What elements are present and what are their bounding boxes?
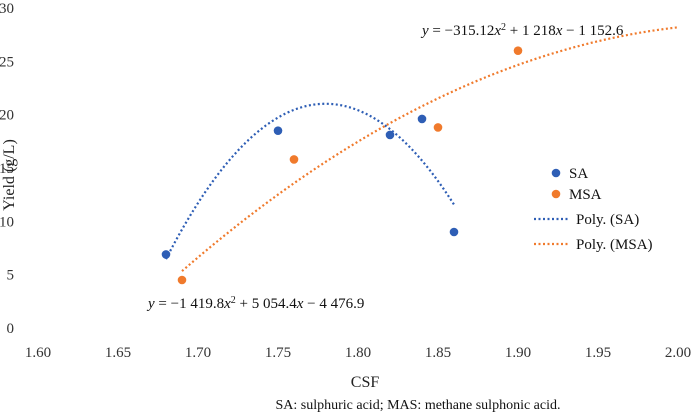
x-tick-label: 1.75 <box>265 345 291 361</box>
equation-sa: y = −1 419.8x2 + 5 054.4x − 4 476.9 <box>146 295 364 313</box>
x-tick-label: 1.85 <box>425 345 451 361</box>
x-tick-label: 1.90 <box>505 345 531 361</box>
x-tick-label: 1.95 <box>585 345 611 361</box>
trendlines <box>165 26 679 272</box>
y-axis-ticks: 0 5 10 15 20 25 30 <box>0 1 14 337</box>
x-axis-ticks: 1.60 1.65 1.70 1.75 1.80 1.85 1.90 1.95 2.00 <box>25 345 691 361</box>
trendline-sa <box>165 102 455 260</box>
y-tick-label: 15 <box>0 161 14 177</box>
point-sa <box>417 114 427 124</box>
x-tick-label: 1.60 <box>25 345 51 361</box>
y-axis-title: Yield (g/L) <box>1 139 18 211</box>
legend-label: Poly. (MSA) <box>576 237 653 253</box>
x-tick-label: 1.65 <box>105 345 131 361</box>
y-tick-label: 30 <box>0 1 14 17</box>
point-sa <box>273 126 283 135</box>
legend-marker-msa <box>551 189 561 199</box>
point-msa <box>433 123 443 132</box>
y-tick-label: 10 <box>0 214 14 230</box>
x-tick-label: 1.80 <box>345 345 371 361</box>
legend: SA MSA Poly. (SA) Poly. (MSA) <box>534 166 653 253</box>
legend-label: Poly. (SA) <box>576 212 639 228</box>
legend-label: SA <box>569 166 588 182</box>
point-sa <box>161 250 171 259</box>
y-tick-label: 5 <box>7 268 15 284</box>
equation-msa: y = −315.12x2 + 1 218x − 1 152.6 <box>420 22 624 40</box>
trendline-msa <box>181 26 679 272</box>
footnote: SA: sulphuric acid; MAS: methane sulphon… <box>275 398 560 413</box>
point-sa <box>385 130 395 140</box>
y-tick-label: 0 <box>7 321 15 337</box>
point-sa <box>449 227 459 237</box>
point-msa <box>513 46 523 55</box>
x-tick-label: 2.00 <box>665 345 691 361</box>
legend-marker-sa <box>551 168 561 178</box>
point-msa <box>177 275 187 285</box>
x-tick-label: 1.70 <box>185 345 211 361</box>
point-msa <box>289 155 299 164</box>
legend-label: MSA <box>569 187 602 203</box>
y-tick-label: 25 <box>0 54 14 70</box>
x-axis-title: CSF <box>351 374 380 391</box>
y-tick-label: 20 <box>0 108 14 124</box>
data-points <box>161 46 523 285</box>
